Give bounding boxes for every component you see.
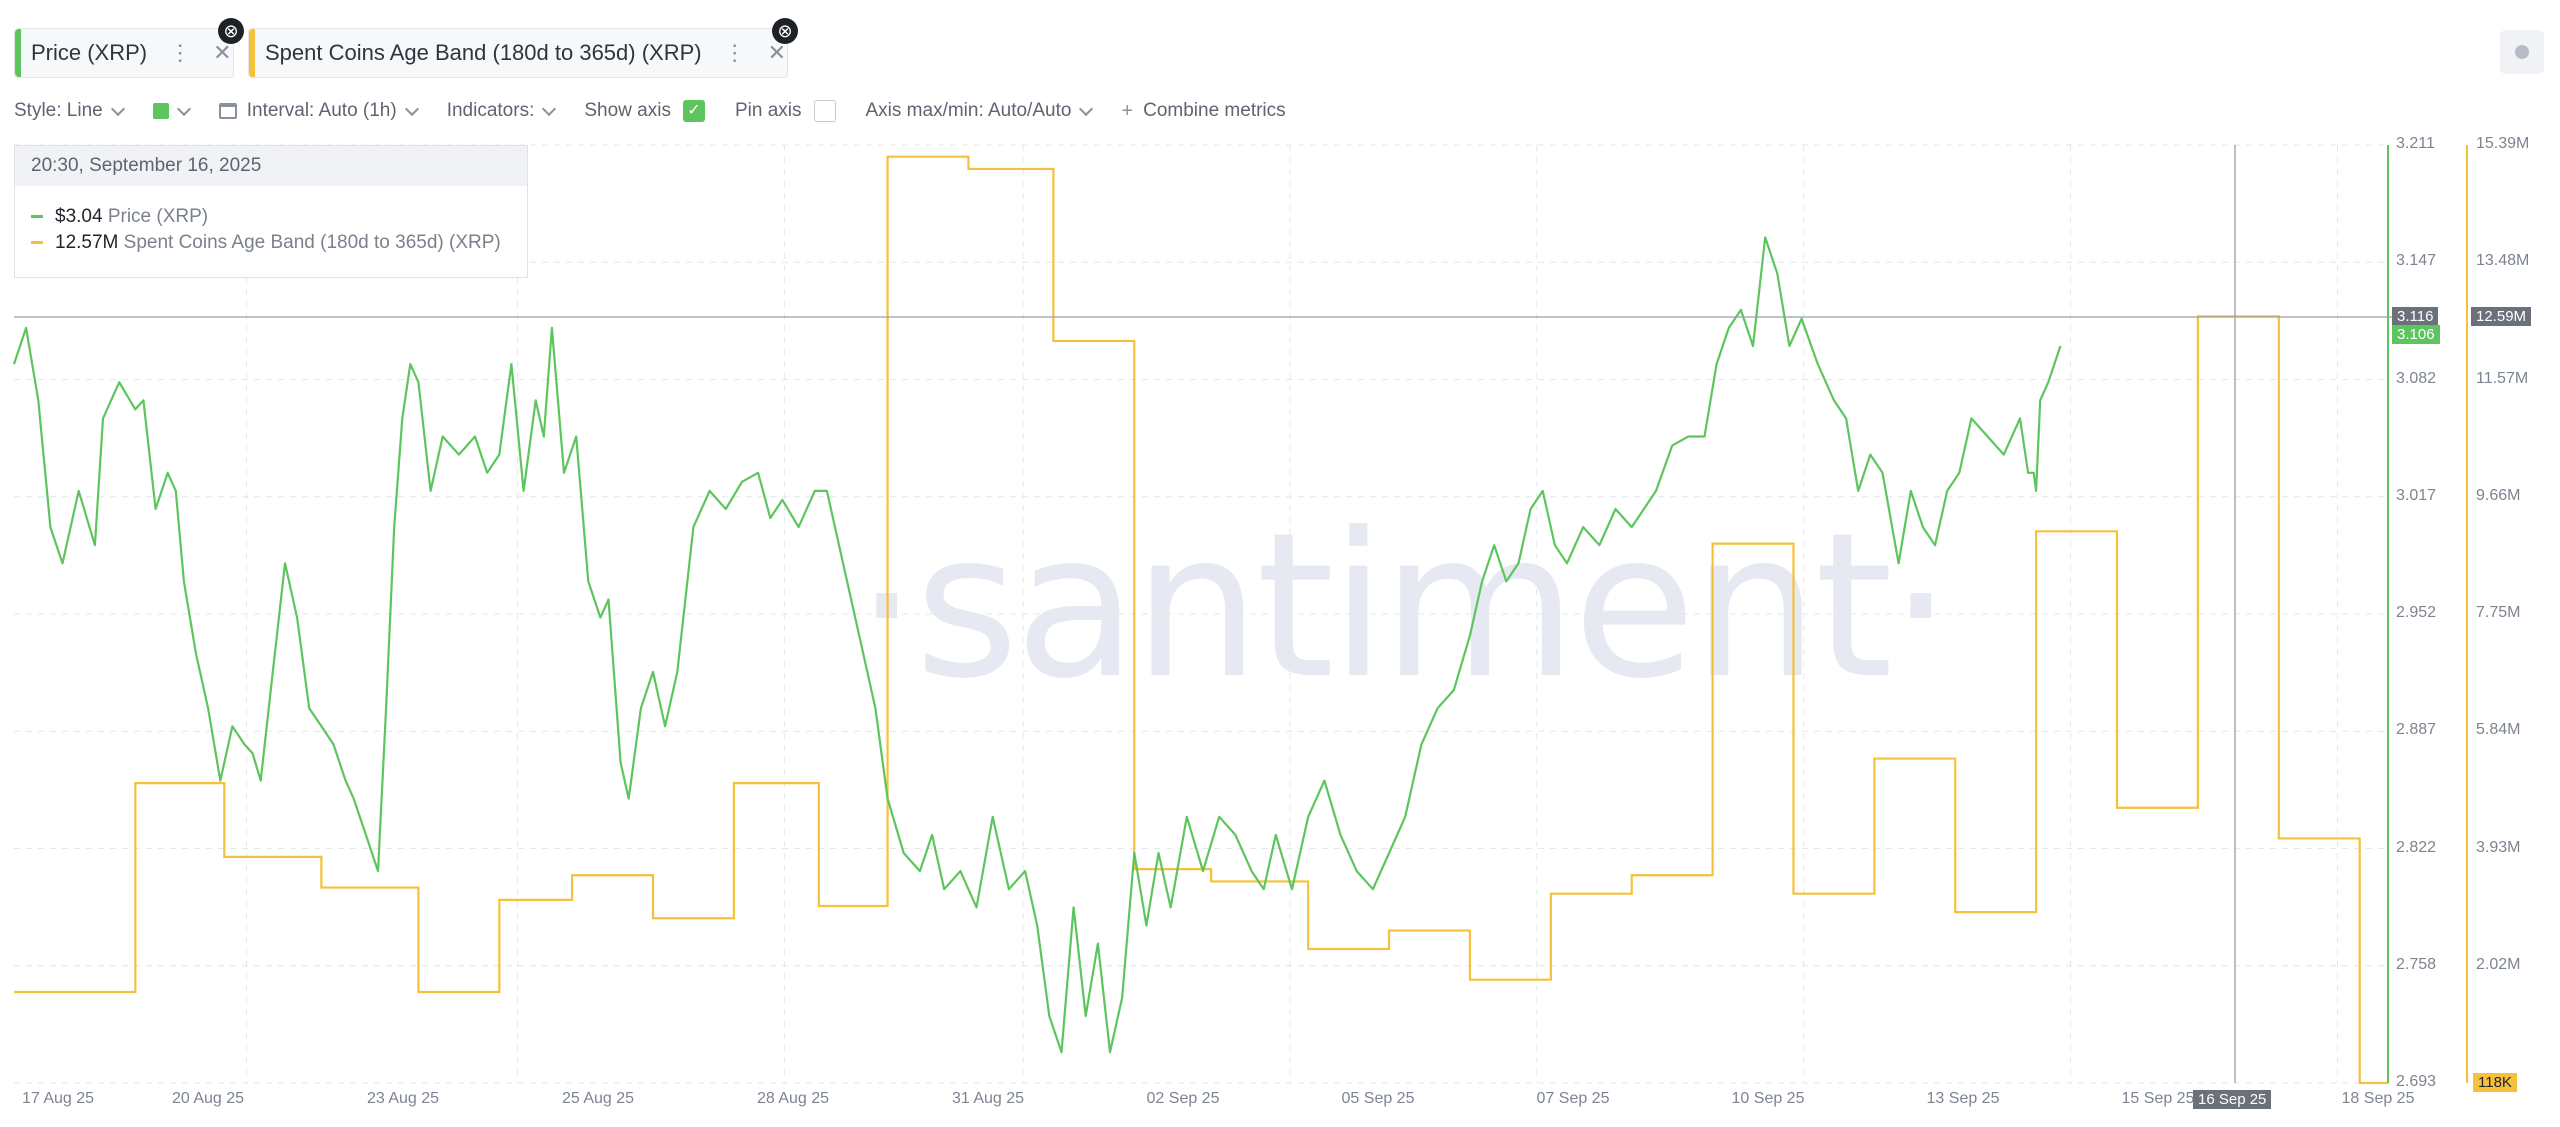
x-axis-tick-label: 20 Aug 25	[171, 1090, 245, 1107]
color-swatch-icon	[152, 103, 169, 119]
interval-dropdown[interactable]: Interval: Auto (1h)	[218, 100, 419, 122]
crosshair-spent-tag: 12.59M	[2471, 307, 2532, 327]
remove-metric-icon[interactable]: ⊗	[772, 18, 798, 44]
show-axis-toggle[interactable]: Show axis ✓	[584, 100, 705, 122]
crosshair-date-tag: 16 Sep 25	[2193, 1090, 2272, 1109]
legend-marker	[31, 241, 43, 245]
x-axis-tick-label: 25 Aug 25	[561, 1090, 635, 1107]
price-axis-tick-label: 2.952	[2396, 604, 2437, 621]
current-price-tag: 3.106	[2392, 325, 2440, 345]
tooltip-spent-name: Spent Coins Age Band (180d to 365d) (XRP…	[123, 232, 501, 253]
legend-marker	[31, 215, 43, 219]
x-axis-tick-label: 18 Sep 25	[2341, 1090, 2415, 1107]
x-axis-tick-label: 13 Sep 25	[1926, 1090, 2000, 1107]
price-axis-tick-label: 3.147	[2396, 252, 2437, 270]
crosshair-price-tag: 3.116	[2392, 307, 2439, 327]
tooltip-row-spent: 12.57M Spent Coins Age Band (180d to 365…	[15, 230, 527, 256]
price-color-bar	[15, 29, 21, 77]
chart-toolbar: Style: Line Interval: Auto (1h) Indicato…	[14, 96, 1316, 126]
combine-metrics-button[interactable]: + Combine metrics	[1121, 100, 1285, 123]
color-picker[interactable]	[152, 101, 191, 119]
price-axis-tick-label: 3.211	[2396, 135, 2435, 152]
settings-dot-button[interactable]	[2500, 30, 2544, 74]
spent-coins-axis-tick-label: 7.75M	[2476, 604, 2521, 621]
price-axis-tick-label: 2.758	[2396, 955, 2437, 973]
tooltip-date: 20:30, September 16, 2025	[15, 146, 527, 186]
combine-metrics-label: Combine metrics	[1143, 100, 1286, 121]
santiment-watermark: ·santiment·	[855, 490, 1953, 723]
metric-tab-label: Spent Coins Age Band (180d to 365d) (XRP…	[265, 40, 702, 65]
price-axis-tick-label: 3.082	[2396, 369, 2437, 387]
pin-axis-toggle[interactable]: Pin axis	[735, 100, 836, 122]
checkbox-checked-icon[interactable]: ✓	[682, 100, 705, 122]
metric-tab-spent-coins[interactable]: Spent Coins Age Band (180d to 365d) (XRP…	[248, 28, 788, 78]
spent-coins-series-line	[14, 155, 2388, 1085]
spent-coins-axis-tick-label: 9.66M	[2476, 486, 2521, 504]
tooltip-row-price: $3.04 Price (XRP)	[15, 204, 527, 230]
tooltip-price-value: $3.04	[55, 206, 103, 227]
spent-coins-axis-tick-label: 15.39M	[2476, 135, 2530, 152]
indicators-label: Indicators:	[446, 100, 535, 121]
remove-metric-icon[interactable]: ⊗	[218, 18, 244, 44]
x-axis-tick-label: 02 Sep 25	[1146, 1090, 1220, 1107]
spent-coins-color-bar	[249, 29, 255, 77]
price-axis-tick-label: 2.693	[2396, 1073, 2437, 1090]
price-series-line	[12, 236, 2062, 1054]
x-axis-tick-label: 28 Aug 25	[756, 1090, 830, 1107]
interval-label: Interval: Auto (1h)	[246, 100, 397, 121]
more-options-icon[interactable]: ⋮	[723, 40, 746, 65]
dot-icon	[2515, 45, 2529, 59]
x-axis-tick-label: 31 Aug 25	[951, 1090, 1025, 1107]
tooltip-spent-value: 12.57M	[55, 232, 119, 253]
metric-tab-label: Price (XRP)	[31, 40, 148, 65]
show-axis-label: Show axis	[584, 100, 671, 121]
spent-coins-axis-tick-label: 5.84M	[2476, 721, 2521, 739]
spent-coins-current-tag: 118K	[2473, 1073, 2517, 1092]
tooltip-price-name: Price (XRP)	[107, 206, 209, 227]
axis-maxmin-dropdown[interactable]: Axis max/min: Auto/Auto	[865, 100, 1094, 122]
plus-icon: +	[1121, 99, 1134, 122]
spent-coins-axis-tick-label: 2.02M	[2476, 955, 2521, 973]
price-axis-tick-label: 3.017	[2396, 486, 2437, 504]
style-dropdown[interactable]: Style: Line	[14, 100, 125, 122]
x-axis-tick-label: 15 Sep 25	[2121, 1090, 2195, 1107]
x-axis-tick-label: 07 Sep 25	[1536, 1090, 1610, 1107]
x-axis-tick-label: 05 Sep 25	[1341, 1090, 1415, 1107]
checkbox-unchecked-icon[interactable]	[813, 100, 836, 122]
x-axis-tick-label: 23 Aug 25	[366, 1090, 440, 1107]
more-options-icon[interactable]: ⋮	[169, 40, 192, 65]
axis-maxmin-label: Axis max/min: Auto/Auto	[865, 100, 1072, 121]
close-icon[interactable]: ✕	[767, 40, 787, 65]
x-axis-tick-label: 10 Sep 25	[1731, 1090, 1805, 1107]
spent-coins-axis-tick-label: 11.57M	[2476, 369, 2529, 387]
style-label: Style: Line	[14, 100, 103, 121]
x-axis-tick-label: 17 Aug 25	[21, 1090, 95, 1107]
spent-coins-axis-tick-label: 3.93M	[2476, 838, 2521, 856]
pin-axis-label: Pin axis	[734, 100, 802, 121]
spent-coins-axis-tick-label: 13.48M	[2476, 252, 2530, 270]
price-axis-tick-label: 2.822	[2396, 838, 2437, 856]
metric-tab-price[interactable]: Price (XRP) ⋮ ✕	[14, 28, 234, 78]
calendar-icon	[218, 103, 237, 119]
hover-tooltip: 20:30, September 16, 2025 $3.04 Price (X…	[14, 145, 528, 278]
indicators-dropdown[interactable]: Indicators:	[446, 100, 557, 122]
close-icon[interactable]: ✕	[213, 40, 232, 65]
price-axis-tick-label: 2.887	[2396, 721, 2437, 739]
